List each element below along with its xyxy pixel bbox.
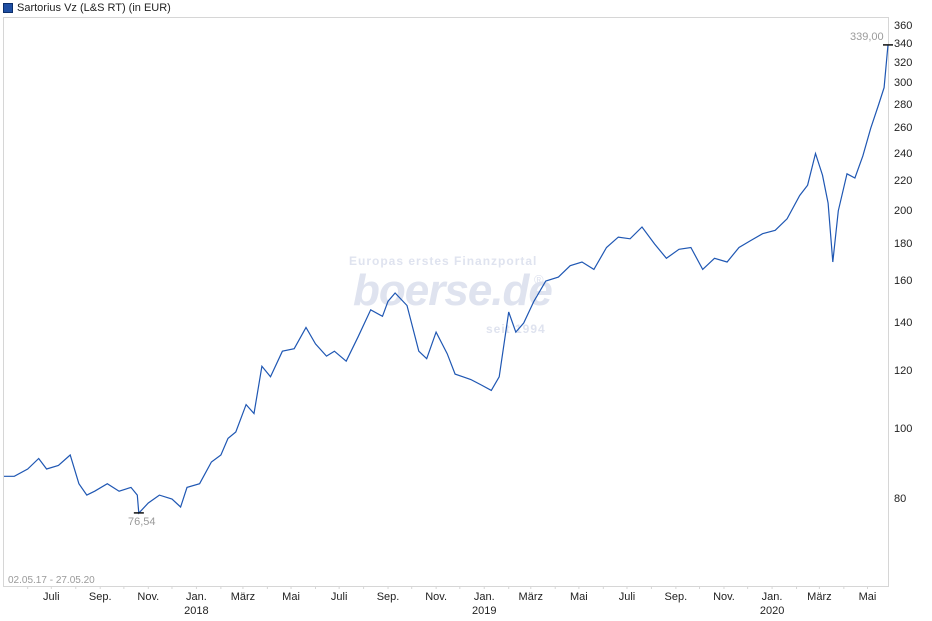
- y-tick-label: 220: [894, 174, 913, 187]
- x-tick-label: Nov.: [137, 591, 160, 603]
- y-tick-label: 340: [894, 37, 913, 50]
- x-tick-label: Juli: [618, 591, 636, 603]
- x-tick-label: Jan. 2019: [471, 591, 497, 617]
- x-tick-label: Jan. 2020: [759, 591, 785, 617]
- price-line: [4, 44, 889, 515]
- legend-swatch: [3, 3, 13, 13]
- y-tick-label: 80: [894, 493, 907, 505]
- plot-frame: [3, 17, 889, 587]
- legend-label: Sartorius Vz (L&S RT) (in EUR): [17, 2, 171, 14]
- x-tick-label: Juli: [43, 591, 60, 603]
- y-tick-label: 320: [894, 57, 913, 70]
- x-tick-label: Sep.: [664, 591, 688, 603]
- y-tick-label: 180: [894, 237, 913, 250]
- y-tick-label: 300: [894, 77, 913, 90]
- x-tick-label: März: [807, 591, 832, 603]
- x-tick-label: Juli: [330, 591, 348, 603]
- y-tick-label: 360: [894, 20, 913, 32]
- x-tick-label: März: [230, 591, 256, 603]
- chart-legend: Sartorius Vz (L&S RT) (in EUR): [3, 1, 171, 15]
- y-tick-label: 200: [894, 204, 913, 217]
- y-tick-label: 120: [894, 365, 913, 378]
- high-low-markers: [133, 44, 893, 514]
- x-tick-label: Mai: [858, 591, 877, 603]
- y-tick-label: 240: [894, 147, 913, 160]
- y-tick-label: 100: [894, 422, 913, 435]
- low-value-label: 76,54: [128, 516, 156, 528]
- x-tick-label: Mai: [282, 591, 300, 603]
- x-tick-label: Nov.: [425, 591, 448, 603]
- x-tick-label: Jan. 2018: [184, 591, 209, 617]
- x-tick-label: Mai: [570, 591, 588, 603]
- y-tick-label: 280: [894, 99, 913, 112]
- x-tick-label: Nov.: [713, 591, 735, 603]
- y-tick-label: 140: [894, 317, 913, 329]
- x-tick-marks: [27, 586, 868, 589]
- x-tick-label: Sep.: [88, 591, 112, 603]
- high-value-label: 339,00: [850, 31, 884, 43]
- date-range-label: 02.05.17 - 27.05.20: [8, 575, 95, 586]
- x-tick-label: Sep.: [376, 591, 400, 603]
- y-tick-label: 260: [894, 122, 913, 135]
- y-tick-label: 160: [894, 275, 913, 288]
- x-tick-label: März: [518, 591, 543, 603]
